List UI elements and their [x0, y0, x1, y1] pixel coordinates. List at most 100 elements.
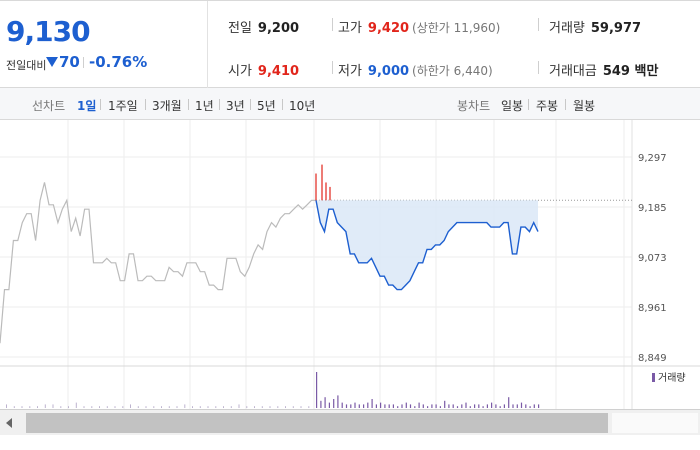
- stat-prev-close: 전일 9,200: [228, 17, 299, 36]
- stat-label: 거래량: [549, 21, 585, 36]
- volume-bar-previous-day: [6, 404, 7, 408]
- current-price-box: 9,130 전일대비 70 -0.76%: [0, 1, 208, 88]
- below-reference-fill: [316, 200, 538, 290]
- y-axis: 9,297 9,185 9,073 8,961 8,849: [638, 153, 667, 364]
- lower-limit: (하한가 6,440): [412, 64, 493, 78]
- volume-bar-previous-day: [91, 406, 93, 408]
- stat-value: 9,410: [257, 64, 300, 79]
- volume-bar-today: [465, 402, 467, 408]
- volume-bar-today: [478, 404, 480, 408]
- chart-tab-bar: 선차트 1일 1주일 3개월 1년 3년 5년 10년 봉차트 일봉 주봉 월봉: [0, 88, 700, 120]
- volume-bar-previous-day: [114, 406, 116, 408]
- chart-lines: [0, 164, 539, 344]
- volume-bar-previous-day: [29, 406, 31, 408]
- scrollbar-track[interactable]: [612, 413, 698, 433]
- volume-legend-label: 거래량: [658, 372, 686, 384]
- change-label: 전일대비: [6, 59, 47, 72]
- volume-bar-previous-day: [168, 406, 170, 408]
- volume-bar-previous-day: [52, 404, 54, 408]
- volume-bar-today: [452, 404, 454, 408]
- y-tick-label: 8,849: [638, 353, 667, 364]
- volume-bar-today: [456, 406, 459, 408]
- scrollbar-thumb[interactable]: [26, 413, 608, 433]
- tab-3-months[interactable]: 3개월: [152, 99, 182, 113]
- volume-bar-previous-day: [199, 406, 201, 408]
- chart-canvas: 9,297 9,185 9,073 8,961 8,849 거래량: [0, 120, 700, 410]
- quote-panel: 9,130 전일대비 70 -0.76% 전일 9,200 고가 9,420 (상한가…: [0, 0, 700, 88]
- volume-bar-today: [337, 395, 339, 408]
- volume-bar-previous-day: [184, 404, 186, 408]
- tab-monthly-candle[interactable]: 월봉: [573, 99, 596, 113]
- volume-bar-today: [341, 402, 343, 408]
- volume-bar-today: [345, 404, 348, 408]
- divider: [528, 99, 529, 110]
- divider: [332, 18, 333, 31]
- volume-bar-today: [508, 397, 510, 408]
- change-value: 70: [59, 53, 80, 71]
- stat-label: 저가: [338, 64, 362, 79]
- volume-bar-today: [533, 404, 535, 408]
- volume-bar-today: [516, 404, 518, 408]
- volume-bar-previous-day: [192, 406, 193, 408]
- volume-bar-previous-day: [215, 406, 217, 408]
- stat-low: 저가 9,000 (하한가 6,440): [338, 60, 493, 79]
- stat-value: 549 백만: [602, 64, 659, 79]
- volume-bar-today: [482, 406, 484, 408]
- volume-bar-today: [461, 404, 463, 408]
- volume-bar-today: [354, 402, 356, 408]
- tab-1-day[interactable]: 1일: [77, 99, 97, 113]
- divider: [282, 99, 283, 110]
- current-price: 9,130: [6, 15, 91, 48]
- volume-bar-previous-day: [75, 402, 77, 408]
- volume-bar-previous-day: [137, 406, 139, 408]
- volume-bar-today: [469, 406, 471, 408]
- chart-scrollbar[interactable]: [0, 409, 700, 435]
- volume-bar-today: [328, 402, 330, 408]
- volume-bar-previous-day: [44, 404, 46, 408]
- volume-bar-today: [520, 402, 523, 408]
- tab-1-year[interactable]: 1년: [195, 99, 214, 113]
- tab-1-week[interactable]: 1주일: [108, 99, 138, 113]
- volume-bar-today: [401, 404, 403, 408]
- tab-3-years[interactable]: 3년: [226, 99, 245, 113]
- candle-chart-label: 봉차트: [457, 99, 491, 113]
- y-tick-label: 9,073: [638, 253, 667, 264]
- volume-bar-previous-day: [300, 406, 302, 408]
- stat-label: 시가: [228, 64, 252, 79]
- volume-bar-previous-day: [106, 406, 108, 408]
- volume-bar-previous-day: [21, 406, 23, 408]
- volume-bar-previous-day: [261, 406, 263, 408]
- divider: [219, 99, 220, 110]
- volume-bar-previous-day: [145, 406, 147, 408]
- volume-bar-today: [375, 404, 377, 408]
- stat-value: 59,977: [590, 21, 642, 36]
- y-tick-label: 9,297: [638, 153, 667, 164]
- scroll-left-arrow-icon[interactable]: [6, 418, 12, 428]
- volume-bar-previous-day: [292, 406, 294, 408]
- chart-grid: [0, 120, 700, 410]
- stat-high: 고가 9,420 (상한가 11,960): [338, 17, 500, 36]
- chart-area-fill: [316, 200, 538, 290]
- volume-bar-today: [367, 402, 369, 408]
- volume-bar-previous-day: [130, 404, 131, 408]
- divider: [332, 61, 333, 74]
- volume-bar-today: [324, 397, 326, 408]
- volume-bar-previous-day: [176, 406, 178, 408]
- divider: [100, 99, 101, 110]
- volume-bar-today: [316, 372, 318, 408]
- tab-10-years[interactable]: 10년: [289, 99, 316, 113]
- line-chart-label: 선차트: [32, 99, 66, 113]
- volume-bar-today: [388, 404, 390, 408]
- tab-5-years[interactable]: 5년: [257, 99, 276, 113]
- stat-value: 9,000: [367, 64, 410, 79]
- stat-label: 전일: [228, 21, 252, 36]
- divider: [145, 99, 146, 110]
- y-tick-label: 8,961: [638, 303, 667, 314]
- volume-bar-previous-day: [269, 406, 271, 408]
- tab-weekly-candle[interactable]: 주봉: [536, 99, 559, 113]
- volume-bar-today: [525, 404, 527, 408]
- y-tick-label: 9,185: [638, 203, 667, 214]
- volume-bar-previous-day: [153, 406, 155, 408]
- volume-bar-previous-day: [60, 406, 62, 408]
- tab-daily-candle[interactable]: 일봉: [501, 99, 524, 113]
